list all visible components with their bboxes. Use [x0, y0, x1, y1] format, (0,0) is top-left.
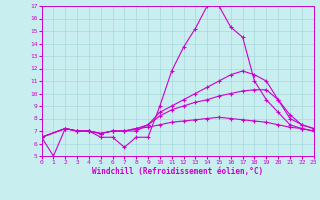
X-axis label: Windchill (Refroidissement éolien,°C): Windchill (Refroidissement éolien,°C): [92, 167, 263, 176]
